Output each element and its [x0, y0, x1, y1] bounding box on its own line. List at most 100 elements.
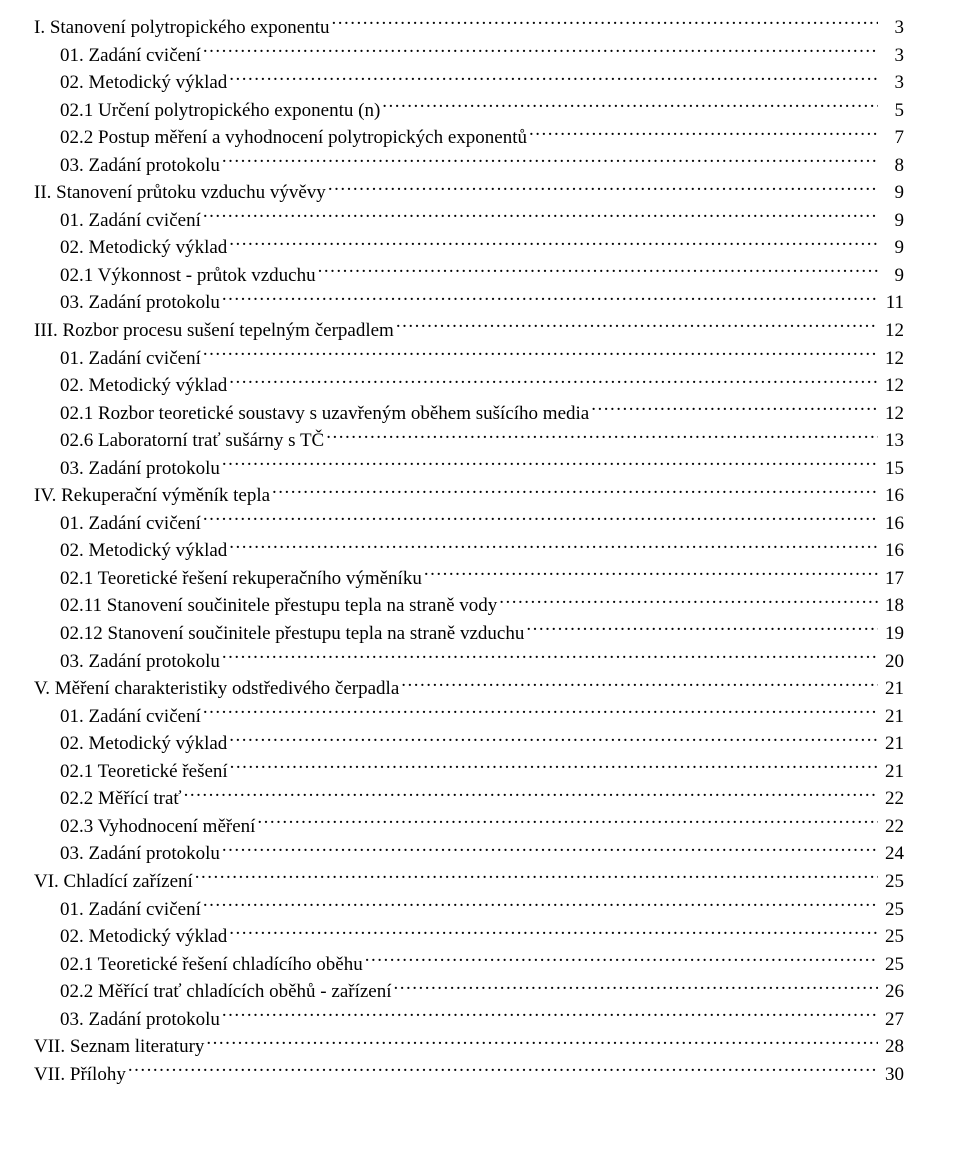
toc-label: 03. Zadání protokolu: [60, 289, 220, 317]
toc-label: 02.2 Měřící trať: [60, 785, 182, 813]
toc-page-number: 24: [880, 840, 904, 868]
toc-page-number: 12: [880, 317, 904, 345]
toc-leader-dots: [229, 234, 878, 253]
toc-page-number: 25: [880, 896, 904, 924]
toc-leader-dots: [326, 427, 878, 446]
toc-page-number: 9: [880, 234, 904, 262]
toc-page-number: 20: [880, 648, 904, 676]
toc-leader-dots: [499, 592, 878, 611]
toc-page-number: 9: [880, 262, 904, 290]
toc-label: 02.2 Měřící trať chladících oběhů - zaří…: [60, 978, 392, 1006]
toc-page-number: 30: [880, 1061, 904, 1089]
toc-row: 02. Metodický výklad21: [34, 730, 904, 758]
toc-label: 02.11 Stanovení součinitele přestupu tep…: [60, 592, 497, 620]
toc-page-number: 8: [880, 152, 904, 180]
toc-row: 03. Zadání protokolu 27: [34, 1006, 904, 1034]
toc-label: 01. Zadání cvičení: [60, 345, 201, 373]
toc-label: 02.1 Teoretické řešení: [60, 758, 228, 786]
toc-leader-dots: [206, 1033, 878, 1052]
toc-leader-dots: [401, 675, 878, 694]
toc-row: 02.2 Postup měření a vyhodnocení polytro…: [34, 124, 904, 152]
toc-row: 01. Zadání cvičení9: [34, 207, 904, 235]
toc-leader-dots: [529, 124, 878, 143]
toc-row: 01. Zadání cvičení21: [34, 703, 904, 731]
toc-label: VII. Přílohy: [34, 1061, 126, 1089]
toc-leader-dots: [222, 455, 878, 474]
toc-leader-dots: [222, 648, 878, 667]
toc-leader-dots: [184, 785, 878, 804]
toc-leader-dots: [222, 289, 878, 308]
toc-leader-dots: [424, 565, 878, 584]
toc-leader-dots: [203, 510, 878, 529]
toc-page-number: 25: [880, 868, 904, 896]
toc-page-number: 17: [880, 565, 904, 593]
toc-row: 01. Zadání cvičení 3: [34, 42, 904, 70]
toc-page-number: 16: [880, 537, 904, 565]
toc-row: 03. Zadání protokolu 11: [34, 289, 904, 317]
toc-label: 03. Zadání protokolu: [60, 840, 220, 868]
toc-label: 02.12 Stanovení součinitele přestupu tep…: [60, 620, 524, 648]
toc-row: 02.1 Teoretické řešení chladícího oběhu 2…: [34, 951, 904, 979]
toc-label: I. Stanovení polytropického exponentu: [34, 14, 330, 42]
toc-row: 02. Metodický výklad3: [34, 69, 904, 97]
toc-label: 03. Zadání protokolu: [60, 152, 220, 180]
toc-leader-dots: [229, 69, 878, 88]
toc-leader-dots: [195, 868, 878, 887]
toc-label: 02.1 Teoretické řešení chladícího oběhu: [60, 951, 363, 979]
toc-page-number: 12: [880, 345, 904, 373]
toc-row: 02.12 Stanovení součinitele přestupu tep…: [34, 620, 904, 648]
toc-page-number: 18: [880, 592, 904, 620]
toc-label: 02.3 Vyhodnocení měření: [60, 813, 255, 841]
toc-label: 03. Zadání protokolu: [60, 1006, 220, 1034]
toc-row: 01. Zadání cvičení25: [34, 896, 904, 924]
toc-page-number: 5: [880, 97, 904, 125]
toc-row: 02.1 Určení polytropického exponentu (n)…: [34, 97, 904, 125]
toc-row: 02. Metodický výklad 9: [34, 234, 904, 262]
toc-row: 02.1 Rozbor teoretické soustavy s uzavře…: [34, 400, 904, 428]
toc-row: 01. Zadání cvičení16: [34, 510, 904, 538]
toc-page-number: 16: [880, 482, 904, 510]
toc-leader-dots: [591, 400, 878, 419]
toc-page-number: 21: [880, 703, 904, 731]
toc-page-number: 13: [880, 427, 904, 455]
toc-row: 02.1 Výkonnost - průtok vzduchu9: [34, 262, 904, 290]
toc-label: 02. Metodický výklad: [60, 372, 227, 400]
toc-leader-dots: [128, 1061, 878, 1080]
toc-row: 02. Metodický výklad12: [34, 372, 904, 400]
toc-label: IV. Rekuperační výměník tepla: [34, 482, 270, 510]
toc-page-number: 25: [880, 951, 904, 979]
toc-page-number: 12: [880, 400, 904, 428]
toc-page-number: 9: [880, 179, 904, 207]
toc-row: IV. Rekuperační výměník tepla 16: [34, 482, 904, 510]
toc-leader-dots: [272, 482, 878, 501]
toc-leader-dots: [396, 317, 878, 336]
toc-page-number: 27: [880, 1006, 904, 1034]
toc-page-number: 3: [880, 42, 904, 70]
toc-leader-dots: [230, 758, 878, 777]
toc-page-number: 16: [880, 510, 904, 538]
toc-label: 01. Zadání cvičení: [60, 42, 201, 70]
toc-row: 03. Zadání protokolu15: [34, 455, 904, 483]
toc-leader-dots: [203, 42, 878, 61]
toc-label: 02. Metodický výklad: [60, 69, 227, 97]
toc-label: II. Stanovení průtoku vzduchu vývěvy: [34, 179, 326, 207]
toc-label: 02. Metodický výklad: [60, 537, 227, 565]
table-of-contents: I. Stanovení polytropického exponentu301…: [34, 14, 904, 1088]
toc-row: VII. Seznam literatury28: [34, 1033, 904, 1061]
toc-page-number: 11: [880, 289, 904, 317]
toc-row: 02.1 Teoretické řešení 21: [34, 758, 904, 786]
toc-leader-dots: [229, 923, 878, 942]
toc-row: 02.3 Vyhodnocení měření22: [34, 813, 904, 841]
toc-leader-dots: [332, 14, 879, 33]
toc-page-number: 21: [880, 758, 904, 786]
toc-leader-dots: [203, 896, 878, 915]
toc-leader-dots: [229, 372, 878, 391]
toc-label: V. Měření charakteristiky odstředivého č…: [34, 675, 399, 703]
toc-row: II. Stanovení průtoku vzduchu vývěvy 9: [34, 179, 904, 207]
toc-leader-dots: [394, 978, 879, 997]
toc-row: 02.6 Laboratorní trať sušárny s TČ13: [34, 427, 904, 455]
toc-label: 02. Metodický výklad: [60, 234, 227, 262]
toc-leader-dots: [229, 730, 878, 749]
toc-label: VI. Chladící zařízení: [34, 868, 193, 896]
toc-page-number: 15: [880, 455, 904, 483]
